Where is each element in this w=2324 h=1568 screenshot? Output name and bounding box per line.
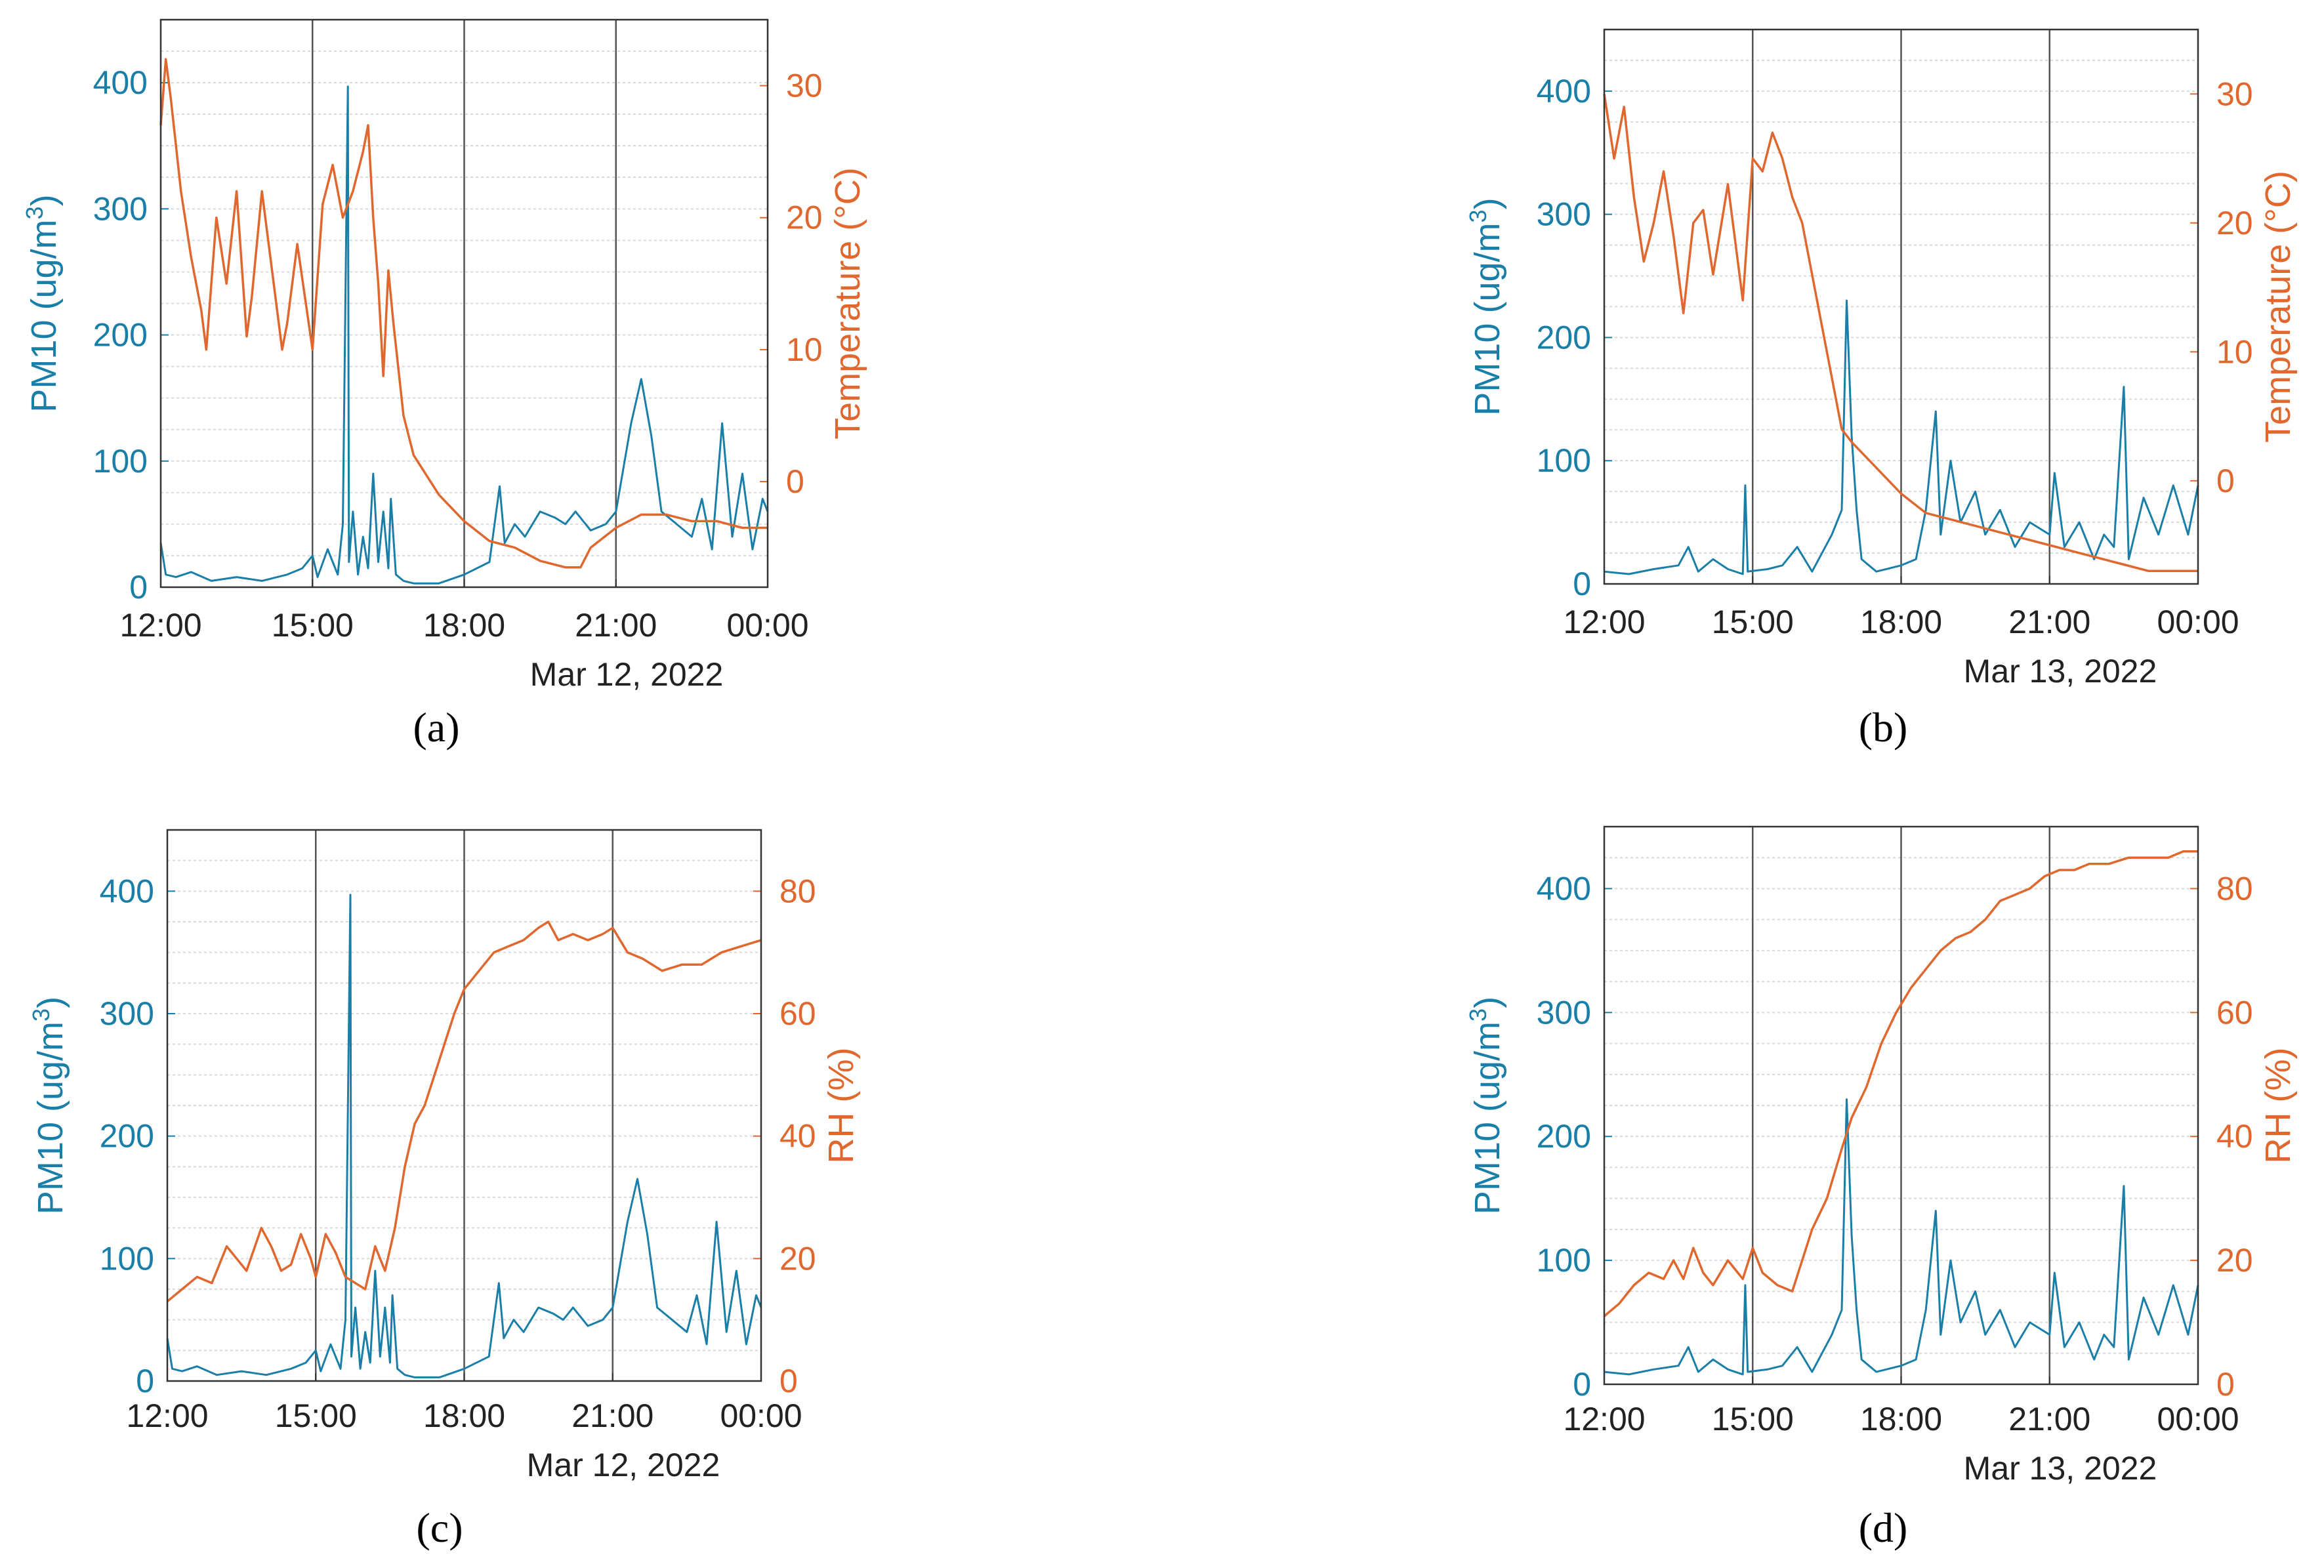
- y-left-tick-label: 100: [93, 443, 148, 480]
- y-right-tick-label: 40: [779, 1118, 816, 1155]
- y-left-tick-label: 0: [1573, 566, 1591, 602]
- date-label: Mar 12, 2022: [527, 1447, 720, 1483]
- y-right-tick-label: 40: [2216, 1118, 2253, 1155]
- plot-frame: [1603, 28, 2199, 585]
- series-line-pm10: [159, 85, 769, 585]
- y-left-tick-label: 0: [136, 1363, 154, 1399]
- y-left-axis-label: PM10 (ug/m3): [21, 194, 64, 412]
- series-line-temperature: [159, 58, 768, 569]
- date-label: Mar 12, 2022: [530, 656, 724, 693]
- y-right-axis-label: Temperature (°C): [828, 167, 867, 440]
- y-right-tick-label: 10: [2216, 333, 2253, 370]
- panel-label: (b): [1859, 704, 1908, 751]
- y-right-axis-label: RH (%): [821, 1048, 861, 1164]
- x-tick-label: 18:00: [1860, 604, 1942, 640]
- y-left-tick-label: 300: [1537, 196, 1591, 233]
- y-left-tick-label: 200: [100, 1118, 154, 1155]
- y-right-axis-label: RH (%): [2258, 1048, 2298, 1164]
- y-left-tick-label: 200: [1537, 1118, 1591, 1155]
- x-tick-label: 18:00: [1860, 1401, 1942, 1437]
- x-tick-label: 15:00: [1712, 1401, 1794, 1437]
- x-tick-label: 12:00: [1563, 1401, 1645, 1437]
- x-tick-label: 21:00: [575, 607, 657, 644]
- series-line-pm10: [166, 894, 762, 1378]
- x-tick-label: 21:00: [571, 1397, 654, 1434]
- y-right-tick-label: 0: [786, 463, 804, 500]
- y-left-axis-label: PM10 (ug/m3): [28, 997, 70, 1214]
- y-right-tick-label: 10: [786, 331, 823, 368]
- y-left-axis-label: PM10 (ug/m3): [1464, 997, 1507, 1214]
- x-tick-label: 15:00: [272, 607, 354, 644]
- y-right-tick-label: 0: [779, 1363, 798, 1399]
- x-tick-label: 12:00: [119, 607, 201, 644]
- y-right-axis-label: Temperature (°C): [2258, 171, 2298, 443]
- y-left-tick-label: 400: [1537, 870, 1591, 907]
- x-tick-label: 18:00: [423, 607, 505, 644]
- plot-frame: [1603, 825, 2199, 1386]
- x-tick-label: 15:00: [1712, 604, 1794, 640]
- x-tick-label: 12:00: [126, 1397, 208, 1434]
- y-right-tick-label: 30: [786, 68, 823, 104]
- panel-label: (d): [1859, 1504, 1908, 1551]
- series-line-temperature: [1603, 94, 2198, 573]
- y-left-tick-label: 100: [1537, 442, 1591, 479]
- y-left-tick-label: 200: [93, 317, 148, 354]
- x-tick-label: 00:00: [726, 607, 808, 644]
- y-left-axis-label: PM10 (ug/m3): [1464, 197, 1507, 415]
- plot-frame: [166, 829, 762, 1382]
- x-tick-label: 00:00: [720, 1397, 802, 1434]
- y-right-tick-label: 80: [779, 873, 816, 909]
- y-left-tick-label: 400: [100, 873, 154, 909]
- x-tick-label: 18:00: [423, 1397, 505, 1434]
- series-line-rh: [166, 920, 762, 1303]
- y-right-tick-label: 0: [2216, 463, 2235, 499]
- y-right-tick-label: 20: [2216, 205, 2253, 241]
- panel-label: (a): [413, 704, 459, 751]
- y-left-tick-label: 300: [1537, 994, 1591, 1031]
- y-left-tick-label: 100: [1537, 1242, 1591, 1279]
- panel-label: (c): [416, 1504, 463, 1551]
- y-left-tick-label: 0: [129, 569, 148, 606]
- y-left-tick-label: 100: [100, 1240, 154, 1277]
- series-line-pm10: [1604, 1098, 2199, 1376]
- y-right-tick-label: 0: [2216, 1366, 2235, 1403]
- x-tick-label: 15:00: [275, 1397, 357, 1434]
- y-left-tick-label: 0: [1573, 1366, 1591, 1403]
- y-left-tick-label: 300: [100, 995, 154, 1032]
- y-right-tick-label: 20: [779, 1240, 816, 1277]
- y-left-tick-label: 200: [1537, 319, 1591, 356]
- y-right-tick-label: 30: [2216, 75, 2253, 112]
- y-right-tick-label: 60: [779, 995, 816, 1032]
- y-left-tick-label: 400: [1537, 73, 1591, 110]
- y-left-tick-label: 400: [93, 64, 148, 101]
- plot-frame: [159, 18, 769, 588]
- series-line-pm10: [1604, 299, 2199, 575]
- date-label: Mar 13, 2022: [1964, 653, 2157, 690]
- date-label: Mar 13, 2022: [1964, 1450, 2157, 1487]
- y-right-tick-label: 20: [786, 199, 823, 236]
- x-tick-label: 00:00: [2157, 1401, 2239, 1437]
- x-tick-label: 00:00: [2157, 604, 2239, 640]
- y-right-tick-label: 60: [2216, 994, 2253, 1031]
- x-tick-label: 21:00: [2008, 1401, 2090, 1437]
- y-left-tick-label: 300: [93, 190, 148, 227]
- x-tick-label: 12:00: [1563, 604, 1645, 640]
- series-line-rh: [1603, 850, 2198, 1317]
- y-right-tick-label: 20: [2216, 1242, 2253, 1279]
- y-right-tick-label: 80: [2216, 870, 2253, 907]
- x-tick-label: 21:00: [2008, 604, 2090, 640]
